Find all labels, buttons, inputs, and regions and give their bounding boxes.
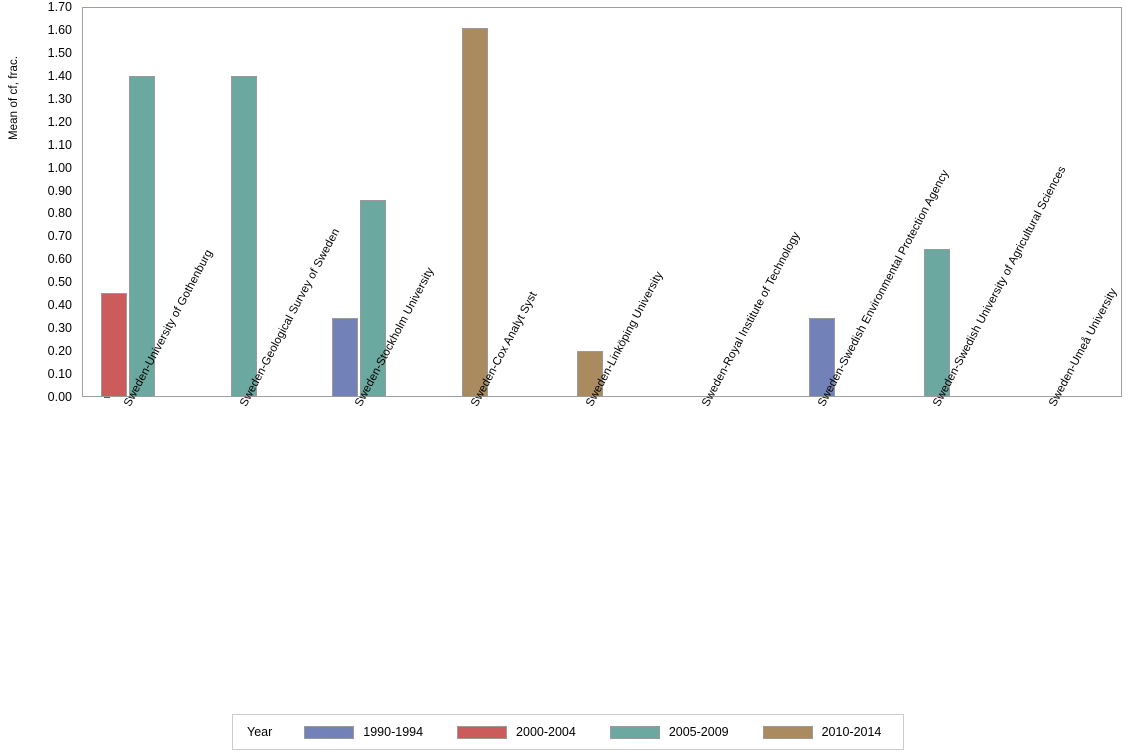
y-axis-tick-label: 0.50: [47, 275, 72, 290]
y-axis-tick-label: 1.20: [47, 114, 72, 129]
y-axis-title: Mean of cf, frac.: [8, 55, 20, 140]
y-axis-tick-label: 0.60: [47, 252, 72, 267]
legend-color-swatch: [609, 725, 660, 739]
bar[interactable]: [101, 292, 128, 397]
bar[interactable]: [808, 317, 835, 397]
y-axis-tick-label: 1.40: [47, 68, 72, 83]
bar[interactable]: [924, 249, 951, 397]
y-axis-tick-label: 1.30: [47, 91, 72, 106]
legend-entry[interactable]: 2000-2004: [457, 725, 576, 739]
y-axis-tick-label: 0.70: [47, 229, 72, 244]
legend-entry[interactable]: 2010-2014: [762, 725, 882, 739]
y-axis-tick-label: 0.10: [47, 367, 72, 382]
plot-area: [82, 7, 1122, 397]
legend-color-swatch: [762, 725, 813, 739]
bar[interactable]: [230, 75, 257, 397]
legend-entries: 1990-1994 2000-2004 2005-2009 2010-2014: [304, 725, 915, 739]
y-axis-tick-label: 0.30: [47, 321, 72, 336]
legend-entry-label: 1990-1994: [363, 725, 424, 739]
y-axis-tick-label: 0.80: [47, 206, 72, 221]
y-axis-tick-label: 1.70: [47, 0, 72, 14]
bar[interactable]: [129, 75, 156, 397]
legend-color-swatch: [304, 725, 355, 739]
y-axis-tick-labels: 0.00 0.10 0.20 0.30 0.40 0.50 0.60 0.70 0.80 0.90…: [28, 0, 110, 756]
legend-entry-label: 2005-2009: [668, 725, 729, 739]
y-axis-tick-label: 1.00: [47, 160, 72, 175]
legend-title: Year: [247, 725, 273, 739]
y-axis-tick-label: 0.00: [47, 390, 72, 404]
y-axis-tick-label: 1.60: [47, 22, 72, 37]
legend-entry[interactable]: 2005-2009: [609, 725, 729, 739]
bar[interactable]: [577, 351, 604, 397]
legend-entry[interactable]: 1990-1994: [304, 725, 423, 739]
bar[interactable]: [332, 317, 359, 397]
bar[interactable]: [461, 27, 488, 397]
y-axis-tick-label: 1.50: [47, 45, 72, 60]
y-axis-tick-label: 0.20: [47, 344, 72, 359]
legend-entry-label: 2010-2014: [821, 725, 882, 739]
legend-color-swatch: [457, 725, 508, 739]
legend-entry-label: 2000-2004: [516, 725, 576, 739]
y-axis-tick-label: 1.10: [47, 137, 72, 152]
legend: Year 1990-1994 2000-2004 2005-2009 2010-201…: [232, 714, 904, 750]
y-axis-tick-label: 0.90: [47, 183, 72, 198]
y-axis-tick-mark: [104, 397, 110, 398]
bar[interactable]: [360, 199, 387, 397]
y-axis-tick-label: 0.40: [47, 298, 72, 313]
